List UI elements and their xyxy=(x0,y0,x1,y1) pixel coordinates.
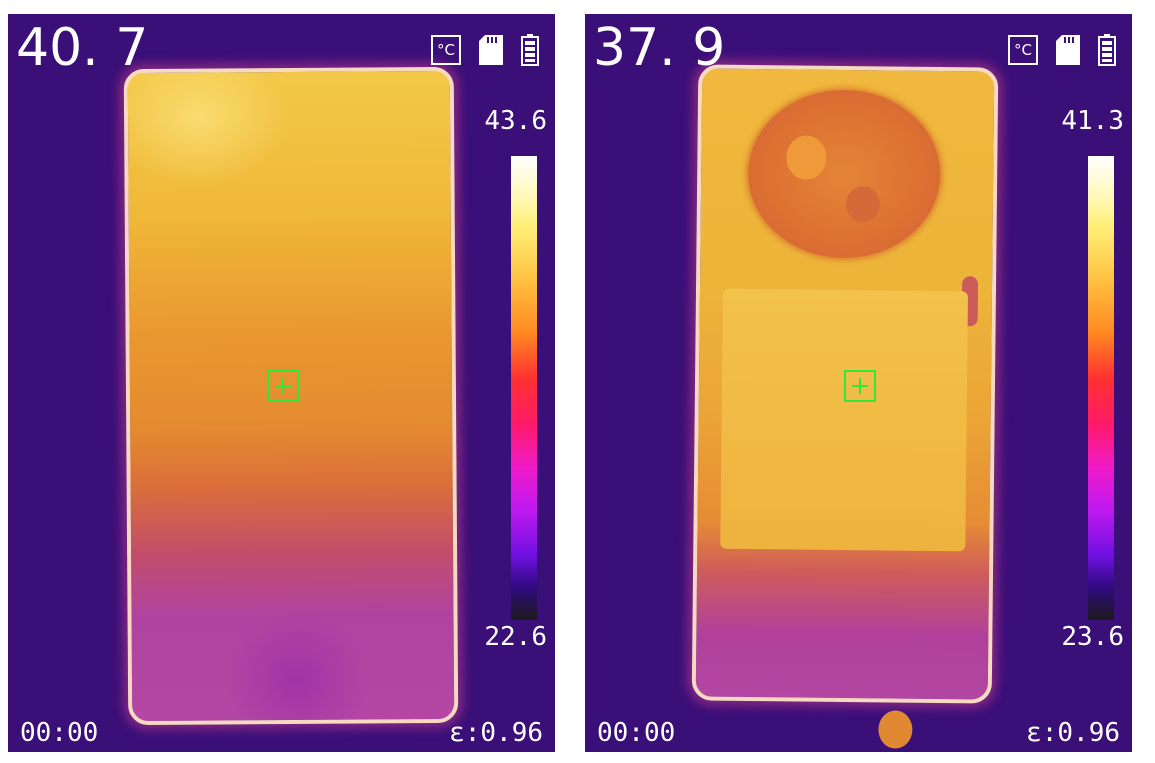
sd-card-icon xyxy=(479,35,503,65)
center-temperature: 40. 7 xyxy=(16,18,149,78)
emissivity: ε:0.96 xyxy=(449,718,543,748)
camera-lens-spot xyxy=(845,186,881,223)
timer: 00:00 xyxy=(597,718,676,748)
celsius-icon: °C xyxy=(431,35,461,65)
lower-hotspot xyxy=(878,710,913,749)
scale-min-temp: 22.6 xyxy=(484,622,547,652)
scale-min-temp: 23.6 xyxy=(1061,622,1124,652)
battery-area-heat xyxy=(720,288,968,749)
center-temperature: 37. 9 xyxy=(593,18,726,78)
battery-icon xyxy=(1098,34,1116,66)
camera-module-heat xyxy=(747,88,942,259)
emissivity: ε:0.96 xyxy=(1026,718,1120,748)
status-icons: °C xyxy=(1008,34,1116,66)
timer: 00:00 xyxy=(20,718,99,748)
scale-max-temp: 43.6 xyxy=(484,106,547,136)
sd-card-icon xyxy=(1056,35,1080,65)
crosshair-icon xyxy=(267,370,299,402)
crosshair-icon xyxy=(844,370,876,402)
status-icons: °C xyxy=(431,34,539,66)
thermal-view-right: 37. 9 °C 41.3 23.6 00:00 ε:0.96 xyxy=(585,14,1132,752)
thermal-view-left: 40. 7 °C 43.6 22.6 00:00 ε:0.96 xyxy=(8,14,555,752)
celsius-icon: °C xyxy=(1008,35,1038,65)
color-scale-bar xyxy=(1088,156,1114,620)
camera-lens-spot xyxy=(786,135,827,180)
scale-max-temp: 41.3 xyxy=(1061,106,1124,136)
color-scale-bar xyxy=(511,156,537,620)
battery-icon xyxy=(521,34,539,66)
